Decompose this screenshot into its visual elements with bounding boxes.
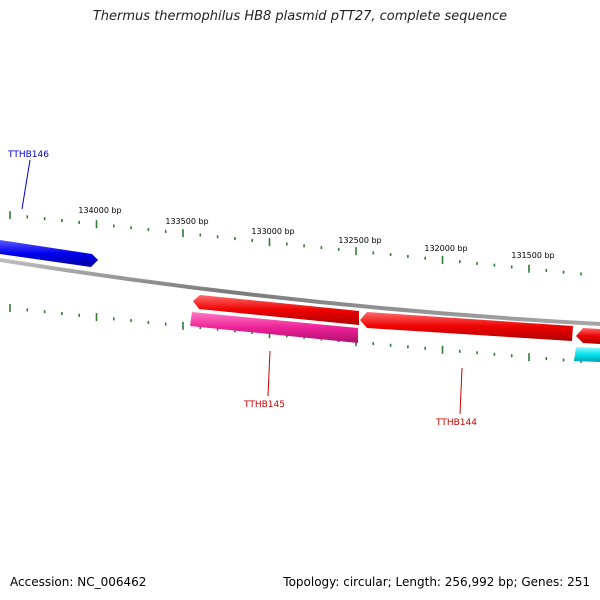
gene-red-arrow-1[interactable] (193, 295, 359, 325)
gene-tthb144-arrow[interactable] (360, 312, 573, 341)
scale-label-133500: 133500 bp (165, 217, 208, 226)
gene-label-tthb144[interactable]: TTHB144 (435, 418, 477, 428)
scale-ticks-outer (9, 211, 582, 276)
leader-tthb144 (459, 367, 463, 415)
gene-tthb145-arrow[interactable] (190, 312, 358, 343)
gene-label-tthb145[interactable]: TTHB145 (243, 400, 285, 410)
scale-label-134000: 134000 bp (78, 206, 121, 215)
backbone-arc (0, 258, 600, 326)
gene-tthb146-arrow[interactable] (0, 240, 98, 267)
leader-tthb146 (21, 159, 31, 210)
scale-label-131500: 131500 bp (511, 251, 554, 260)
accession-text: Accession: NC_006462 (10, 575, 147, 589)
map-title: Thermus thermophilus HB8 plasmid pTT27, … (92, 9, 508, 24)
leader-tthb145 (267, 350, 271, 397)
scale-ticks-inner (9, 304, 582, 363)
gene-label-tthb146[interactable]: TTHB146 (7, 150, 49, 160)
gene-red-arrow-2[interactable] (576, 328, 600, 344)
scale-label-132000: 132000 bp (424, 244, 467, 253)
scale-label-132500: 132500 bp (338, 236, 381, 245)
gene-cyan-arrow[interactable] (574, 347, 600, 362)
topology-summary: Topology: circular; Length: 256,992 bp; … (283, 575, 590, 589)
scale-label-133000: 133000 bp (251, 227, 294, 236)
